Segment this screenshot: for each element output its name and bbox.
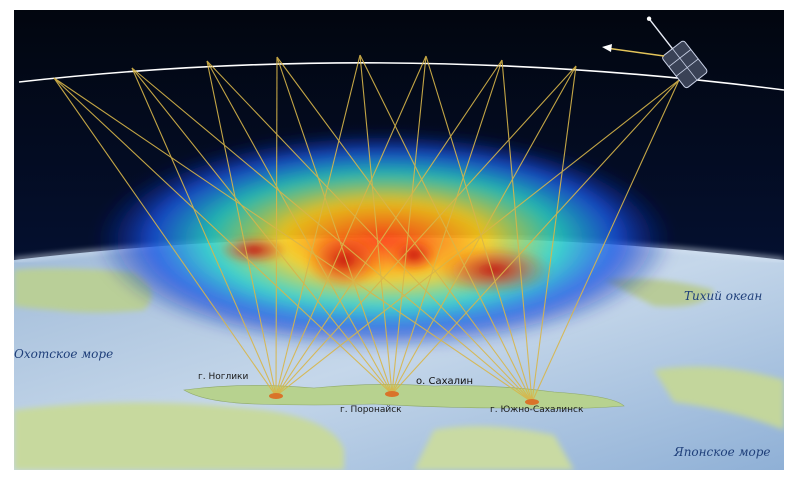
ray-2-8 (531, 79, 680, 403)
ray-2-5 (425, 55, 533, 403)
ray-2-4 (359, 54, 533, 403)
station-marker-noglik[interactable] (269, 393, 283, 399)
orbit-arc (18, 62, 784, 91)
ray-1-3 (276, 56, 393, 395)
label-station-noglik: г. Ноглики (198, 372, 248, 382)
ray-0-0 (53, 77, 277, 397)
label-japan-sea: Японское море (673, 445, 771, 459)
arrow-left-icon (602, 44, 665, 57)
ray-0-2 (206, 60, 277, 397)
ray-1-1 (131, 67, 393, 395)
satellite-icon[interactable] (637, 10, 708, 89)
ray-1-6 (391, 59, 503, 395)
ray-0-5 (275, 55, 427, 397)
ray-0-6 (275, 59, 503, 397)
ray-1-8 (391, 79, 680, 395)
ray-0-7 (275, 65, 577, 397)
station-marker-yuzhno[interactable] (525, 399, 539, 405)
tomography-scene: Тихий океан Охотское море Японское море … (14, 10, 784, 470)
ray-1-2 (206, 60, 393, 395)
label-station-poronaysk: г. Поронайск (340, 405, 402, 415)
ray-0-3 (275, 56, 278, 397)
label-sakhalin: о. Сахалин (416, 376, 473, 387)
ray-0-4 (275, 54, 361, 397)
ray-0-1 (131, 67, 277, 397)
label-pacific: Тихий океан (684, 289, 762, 303)
sakhalin-island (183, 384, 625, 409)
scene-svg: Тихий океан Охотское море Японское море … (14, 10, 784, 470)
ray-2-2 (206, 60, 533, 403)
ray-1-5 (391, 55, 427, 395)
ray-2-3 (276, 56, 533, 403)
label-okhotsk: Охотское море (14, 347, 113, 361)
station-marker-poronaysk[interactable] (385, 391, 399, 397)
ray-2-7 (531, 65, 577, 403)
label-station-yuzhno: г. Южно-Сахалинск (490, 405, 584, 415)
stations (269, 391, 539, 405)
ionosphere-cloud (94, 130, 674, 350)
ray-paths (53, 54, 680, 403)
ray-1-4 (359, 54, 393, 395)
ray-1-0 (53, 77, 393, 395)
ray-1-7 (391, 65, 577, 395)
ray-2-1 (131, 67, 533, 403)
ray-2-0 (53, 77, 533, 403)
ray-0-8 (275, 79, 680, 397)
ray-2-6 (501, 59, 533, 403)
